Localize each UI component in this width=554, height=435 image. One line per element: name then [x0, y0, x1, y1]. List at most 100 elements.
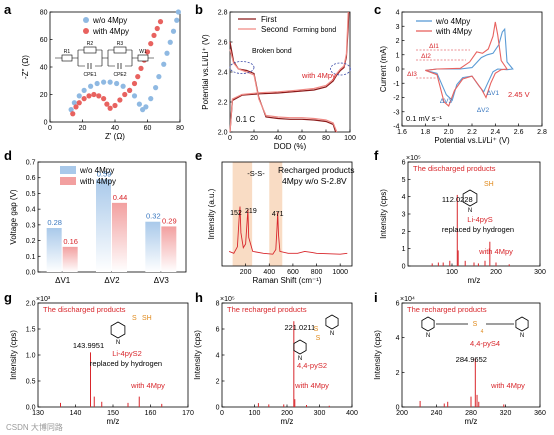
legend-label-with-4mpy: with 4Mpy — [79, 177, 116, 186]
x-tick-label-e: 1000 — [332, 269, 348, 276]
y-tick-label-c: -1 — [393, 81, 399, 88]
data-point-wo-4mpy — [71, 100, 77, 106]
data-point-with-4mpy — [131, 80, 138, 87]
circuit-wires — [55, 49, 154, 67]
data-point-wo-4mpy — [156, 74, 162, 80]
data-point-wo-4mpy — [131, 93, 138, 99]
data-point-with-4mpy — [138, 65, 144, 71]
bar-value-label: 0.28 — [47, 218, 62, 227]
annotation-replaced-hydrogen: replaced by hydrogen — [90, 359, 162, 368]
y-tick-label-c: -2 — [393, 95, 399, 102]
panel-label-a: a — [4, 2, 12, 17]
bar-value-label: 0.16 — [63, 237, 78, 246]
data-point-wo-4mpy — [148, 96, 154, 102]
y-tick-label-b: 2.2 — [218, 100, 228, 107]
cv-curve-wo-4mpy — [425, 27, 514, 102]
x-tick-label-g: 170 — [182, 410, 194, 417]
sulfur-atom-1: S — [316, 335, 321, 342]
annotation-dv2: ΔV2 — [477, 107, 490, 114]
y-tick-label-a: 0 — [44, 120, 48, 127]
ring-nitrogen-label: N — [116, 340, 120, 346]
x-tick-label-g: 160 — [145, 410, 157, 417]
legend-label-wo-4mpy: w/o 4Mpy — [79, 166, 114, 175]
forming-bond-region — [329, 62, 351, 76]
y-tick-label-i: 6 — [396, 301, 400, 308]
y-axis-label-b: Potential vs.Li/Li⁺ (V) — [201, 34, 210, 110]
x-axis-label-h: m/z — [281, 417, 294, 426]
circuit-resistor — [113, 46, 127, 54]
y-axis-label-a: -Z" (Ω) — [21, 55, 30, 79]
x-tick-label-i: 200 — [396, 410, 408, 417]
y-tick-label-b: 2.4 — [218, 70, 228, 77]
x-tick-label-h: 200 — [281, 410, 293, 417]
bar-value-label: 0.29 — [162, 216, 177, 225]
y-tick-label-a: 60 — [40, 37, 48, 44]
bar-value-label: 0.59 — [97, 169, 112, 178]
bar-with-4mpy — [62, 246, 78, 272]
y-tick-label-c: 0 — [396, 67, 400, 74]
x-axis-label-g: m/z — [107, 417, 120, 426]
y-tick-label-c: 2 — [396, 38, 400, 45]
data-point-with-4mpy — [151, 32, 157, 38]
y-axis-label-f: Intensity (cps) — [379, 189, 388, 239]
circuit-label: R1 — [64, 49, 71, 55]
x-tick-label-c: 2.8 — [537, 129, 547, 136]
peak-label-221: 221.0211 — [284, 323, 315, 332]
annotation-cutoff: 2.45 V — [508, 90, 530, 99]
bar-wo-4mpy — [96, 179, 111, 272]
y-tick-label-c: 3 — [396, 24, 400, 31]
y-tick-label-d: 0.1 — [26, 254, 36, 261]
y-tick-label-g: 1.0 — [26, 353, 36, 360]
y-tick-label-c: -4 — [393, 124, 399, 131]
species-label-4-4-pys4: 4,4-pyS4 — [470, 339, 500, 348]
legend-label-with-4mpy: with 4Mpy — [435, 27, 472, 36]
y-tick-label-d: 0.0 — [26, 270, 36, 277]
y-tick-label-f: 6 — [402, 160, 406, 167]
annotation-replaced-hydrogen: replaced by hydrogen — [442, 225, 514, 234]
sulfur-chain: S — [473, 321, 478, 328]
y-tick-label-d: 0.5 — [26, 191, 36, 198]
x-tick-label-h: 0 — [220, 410, 224, 417]
species-label-li-4pys2: Li-4pyS2 — [112, 349, 142, 358]
y-axis-label-d: Voltage gap (V) — [9, 189, 18, 244]
circuit-resistor — [137, 54, 149, 62]
y-tick-label-b: 2.8 — [218, 10, 228, 17]
x-tick-label-c: 2.2 — [467, 129, 477, 136]
x-tick-label-c: 2.6 — [514, 129, 524, 136]
pyridine-ring-top — [325, 314, 339, 330]
cv-curve-with-4mpy — [425, 21, 508, 107]
data-point-with-4mpy — [107, 105, 113, 111]
annotation-with-4mpy: with 4Mpy — [130, 381, 165, 390]
bar-wo-4mpy — [145, 221, 161, 272]
peak-label-219: 219 — [245, 208, 257, 215]
panel-title-f: The discharged products — [413, 164, 496, 173]
x-tick-label-a: 80 — [176, 125, 184, 132]
y-axis-label-c: Current (mA) — [379, 46, 388, 93]
x-tick-label-g: 130 — [32, 410, 44, 417]
x-tick-label-f: 300 — [534, 269, 546, 276]
series-line-second — [229, 49, 338, 133]
y-tick-label-f: 5 — [402, 177, 406, 184]
annotation-with-4mpy: with 4Mpy — [294, 381, 329, 390]
x-tick-label-a: 20 — [79, 125, 87, 132]
y-tick-label-d: 0.4 — [26, 207, 36, 214]
y-tick-label-d: 0.2 — [26, 238, 36, 245]
x-tick-label-b: 0 — [228, 135, 232, 142]
data-point-with-4mpy — [148, 41, 154, 47]
data-point-with-4mpy — [101, 96, 107, 102]
data-point-with-4mpy — [117, 97, 123, 103]
ring-nitrogen-label: N — [520, 333, 524, 339]
circuit-label: CPE1 — [83, 72, 96, 78]
sulfur-count: 4 — [481, 329, 484, 335]
annotation-with-4mpy: with 4Mpy — [490, 381, 525, 390]
y-axis-label-e: Intensity (a.u.) — [207, 188, 216, 239]
pyridine-ring-right — [515, 316, 529, 332]
y-tick-label-d: 0.3 — [26, 222, 36, 229]
x-axis-label-i: m/z — [465, 417, 478, 426]
y-tick-label-f: 4 — [402, 194, 406, 201]
species-label-li-4pys: Li-4pyS — [467, 215, 492, 224]
data-point-wo-4mpy — [167, 39, 173, 45]
legend-label-first: First — [261, 15, 277, 24]
peak-label-285: 284.9652 — [456, 355, 487, 364]
